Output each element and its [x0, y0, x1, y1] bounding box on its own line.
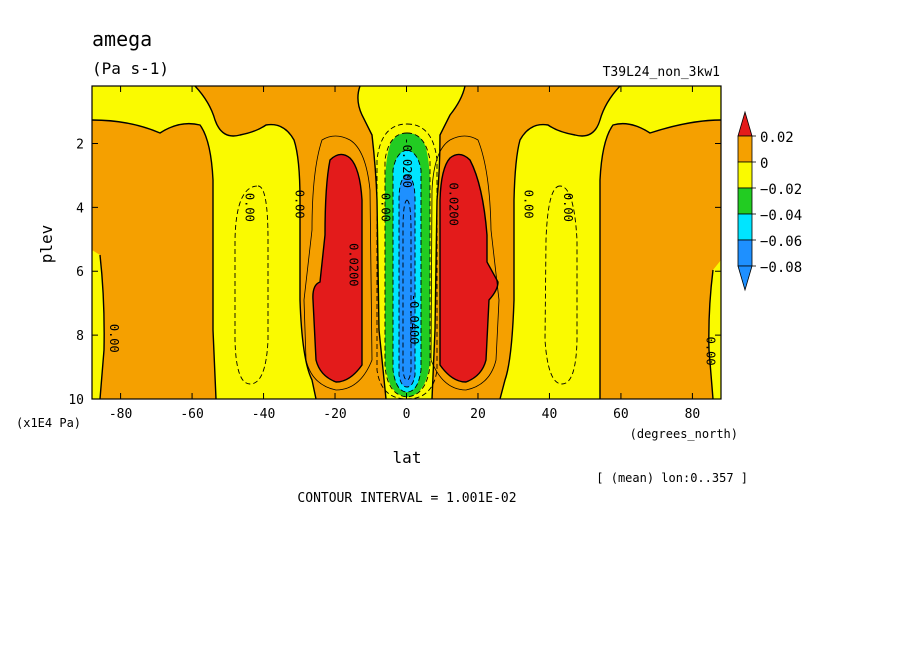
contour-label: 0.0200 — [346, 243, 360, 286]
chart-units: (Pa s-1) — [92, 59, 169, 78]
x-axis-ticks: -80 -60 -40 -20 0 20 40 60 80 — [109, 86, 700, 422]
y-tick-label: 2 — [76, 137, 84, 152]
contour-label: 0.00 — [704, 337, 718, 366]
y-tick-label: 6 — [76, 265, 84, 280]
run-label: T39L24_non_3kw1 — [603, 65, 720, 80]
dashed-contour-center-1 — [384, 132, 431, 398]
x-tick-label: 60 — [613, 407, 629, 422]
x-tick-label: -20 — [323, 407, 346, 422]
colorbar-swatch — [737, 135, 753, 163]
contour-labels: 0.00 0.00 0.00 0.0200 0.00 0.00 0.0200 0.00 0.00… — [107, 137, 718, 365]
y-axis-ticks: 2 4 6 8 10 — [68, 137, 721, 408]
dashed-contour-center-3 — [398, 174, 416, 388]
contour-label: 0.00 — [243, 193, 257, 222]
colorbar-top-arrow — [737, 110, 753, 137]
x-tick-label: 80 — [685, 407, 701, 422]
contour-label: -0.0200 — [400, 137, 414, 188]
red-region-left — [312, 154, 362, 382]
positive-contour-right — [430, 135, 500, 391]
colorbar-label: −0.06 — [760, 234, 802, 250]
blue-region-center — [399, 175, 415, 387]
x-tick-label: 0 — [403, 407, 411, 422]
yellow-region-left — [92, 86, 316, 399]
contour-label: 0.0200 — [446, 182, 460, 225]
mean-note: [ (mean) lon:0..357 ] — [596, 471, 748, 485]
yellow-strip-left-edge — [92, 250, 105, 399]
y-tick-label: 8 — [76, 329, 84, 344]
colorbar-swatch — [737, 239, 753, 267]
red-region-right — [440, 154, 498, 382]
yellow-region-right — [500, 86, 721, 399]
contour-label: -0.0400 — [407, 294, 421, 345]
red-contour-left — [312, 153, 363, 383]
x-tick-label: -80 — [109, 407, 132, 422]
contour-label: 0.00 — [561, 193, 575, 222]
colorbar-swatch — [737, 161, 753, 189]
dashed-contour-center-2 — [392, 149, 422, 393]
y-tick-label: 10 — [68, 393, 84, 408]
colorbar-bottom-arrow — [737, 265, 753, 292]
x-tick-label: 20 — [470, 407, 486, 422]
zero-contour-right — [599, 119, 721, 399]
colorbar-swatch — [737, 213, 753, 241]
zero-contour-right-edge — [708, 269, 714, 399]
contour-label: 0.00 — [293, 190, 307, 219]
zero-contour-left-edge — [99, 254, 105, 399]
colorbar-label: −0.08 — [760, 260, 802, 276]
x-tick-label: -40 — [252, 407, 275, 422]
zero-contour-left — [92, 119, 217, 399]
dashed-contour-center-outer — [376, 123, 438, 399]
colorbar-label: 0 — [760, 156, 768, 172]
y-tick-label: 4 — [76, 201, 84, 216]
dashed-contour-right-midlat — [544, 185, 578, 385]
plot-area: 0.00 0.00 0.00 0.0200 0.00 0.00 0.0200 0.00 0.00… — [92, 86, 721, 399]
contour-interval: CONTOUR INTERVAL = 1.001E-02 — [297, 491, 516, 506]
colorbar-swatch — [737, 187, 753, 215]
contour-label: 0.00 — [107, 324, 121, 353]
positive-contour-left — [303, 135, 373, 391]
colorbar-label: 0.02 — [760, 130, 794, 146]
yellow-strip-right-edge — [708, 260, 721, 399]
zero-contour-right-inner — [499, 86, 621, 399]
zero-contour-left-inner — [194, 86, 317, 399]
x-tick-label: 40 — [542, 407, 558, 422]
contour-label: 0.00 — [521, 190, 535, 219]
x-axis-units: (degrees_north) — [630, 427, 738, 441]
colorbar: 0.02 0 −0.02 −0.04 −0.06 −0.08 — [737, 110, 802, 292]
x-axis-label: lat — [393, 448, 422, 467]
colorbar-label: −0.04 — [760, 208, 802, 224]
colorbar-label: −0.02 — [760, 182, 802, 198]
y-axis-units: (x1E4 Pa) — [16, 416, 81, 430]
contour-label: 0.00 — [378, 193, 392, 222]
chart-title: amega — [92, 27, 152, 51]
x-tick-label: -60 — [180, 407, 203, 422]
dashed-contour-center-4 — [402, 199, 412, 381]
zero-contour-center-right — [431, 86, 466, 399]
y-axis-label: plev — [37, 225, 56, 264]
red-contour-right — [439, 153, 499, 383]
dashed-contour-left-midlat — [234, 185, 269, 385]
